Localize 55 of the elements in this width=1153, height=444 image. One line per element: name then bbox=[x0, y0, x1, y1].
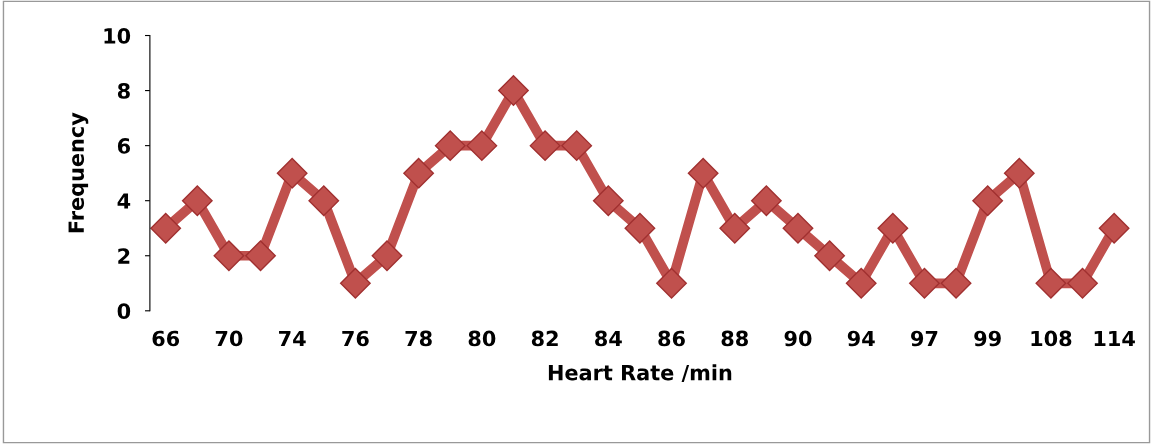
x-tick-label: 97 bbox=[911, 330, 938, 347]
y-axis-title: Frequency bbox=[68, 112, 89, 233]
point bbox=[719, 212, 751, 244]
point bbox=[782, 212, 814, 244]
y-tick-label: 10 bbox=[104, 27, 131, 44]
x-tick-label: 88 bbox=[721, 330, 748, 347]
x-tick-label: 66 bbox=[152, 330, 180, 347]
y-tick-label: 2 bbox=[118, 248, 130, 264]
point bbox=[1098, 212, 1130, 244]
point bbox=[245, 240, 276, 272]
x-tick-label: 114 bbox=[1094, 330, 1135, 347]
point bbox=[909, 267, 940, 299]
x-tick-label: 78 bbox=[405, 330, 432, 347]
point bbox=[624, 212, 656, 244]
point bbox=[814, 240, 846, 272]
point bbox=[213, 240, 245, 272]
point bbox=[656, 267, 687, 299]
y-tick-label: 6 bbox=[117, 138, 131, 154]
point bbox=[371, 240, 403, 272]
x-tick-label: 70 bbox=[215, 330, 243, 347]
point bbox=[308, 185, 340, 217]
point bbox=[466, 130, 498, 162]
point bbox=[181, 185, 213, 217]
point bbox=[561, 130, 593, 162]
x-tick-label: 84 bbox=[595, 330, 622, 347]
x-tick-label: 108 bbox=[1031, 330, 1072, 347]
point bbox=[1003, 157, 1035, 189]
point bbox=[687, 157, 719, 189]
point bbox=[1035, 267, 1067, 299]
x-tick-label: 99 bbox=[974, 330, 1001, 347]
point bbox=[750, 185, 782, 217]
point bbox=[339, 267, 371, 299]
point bbox=[276, 157, 308, 189]
x-tick-label: 90 bbox=[784, 330, 812, 347]
x-tick-label: 82 bbox=[531, 330, 558, 347]
point bbox=[403, 157, 435, 189]
x-tick-label: 80 bbox=[468, 330, 496, 347]
point bbox=[529, 130, 561, 162]
point bbox=[972, 185, 1004, 217]
x-tick-label: 94 bbox=[847, 330, 875, 347]
y-tick-label: 4 bbox=[117, 193, 131, 209]
x-tick-label: 86 bbox=[658, 330, 685, 347]
point bbox=[877, 212, 909, 244]
point bbox=[845, 267, 877, 299]
y-tick-label: 8 bbox=[117, 83, 130, 99]
point bbox=[498, 75, 529, 107]
point bbox=[592, 185, 624, 217]
point bbox=[940, 267, 972, 299]
point bbox=[150, 212, 182, 244]
point bbox=[1067, 267, 1098, 299]
x-tick-label: 74 bbox=[279, 330, 306, 347]
point bbox=[434, 130, 466, 162]
x-tick-label: 76 bbox=[342, 330, 369, 347]
x-axis-title: Heart Rate /min bbox=[548, 364, 732, 383]
y-tick-label: 0 bbox=[117, 303, 131, 320]
